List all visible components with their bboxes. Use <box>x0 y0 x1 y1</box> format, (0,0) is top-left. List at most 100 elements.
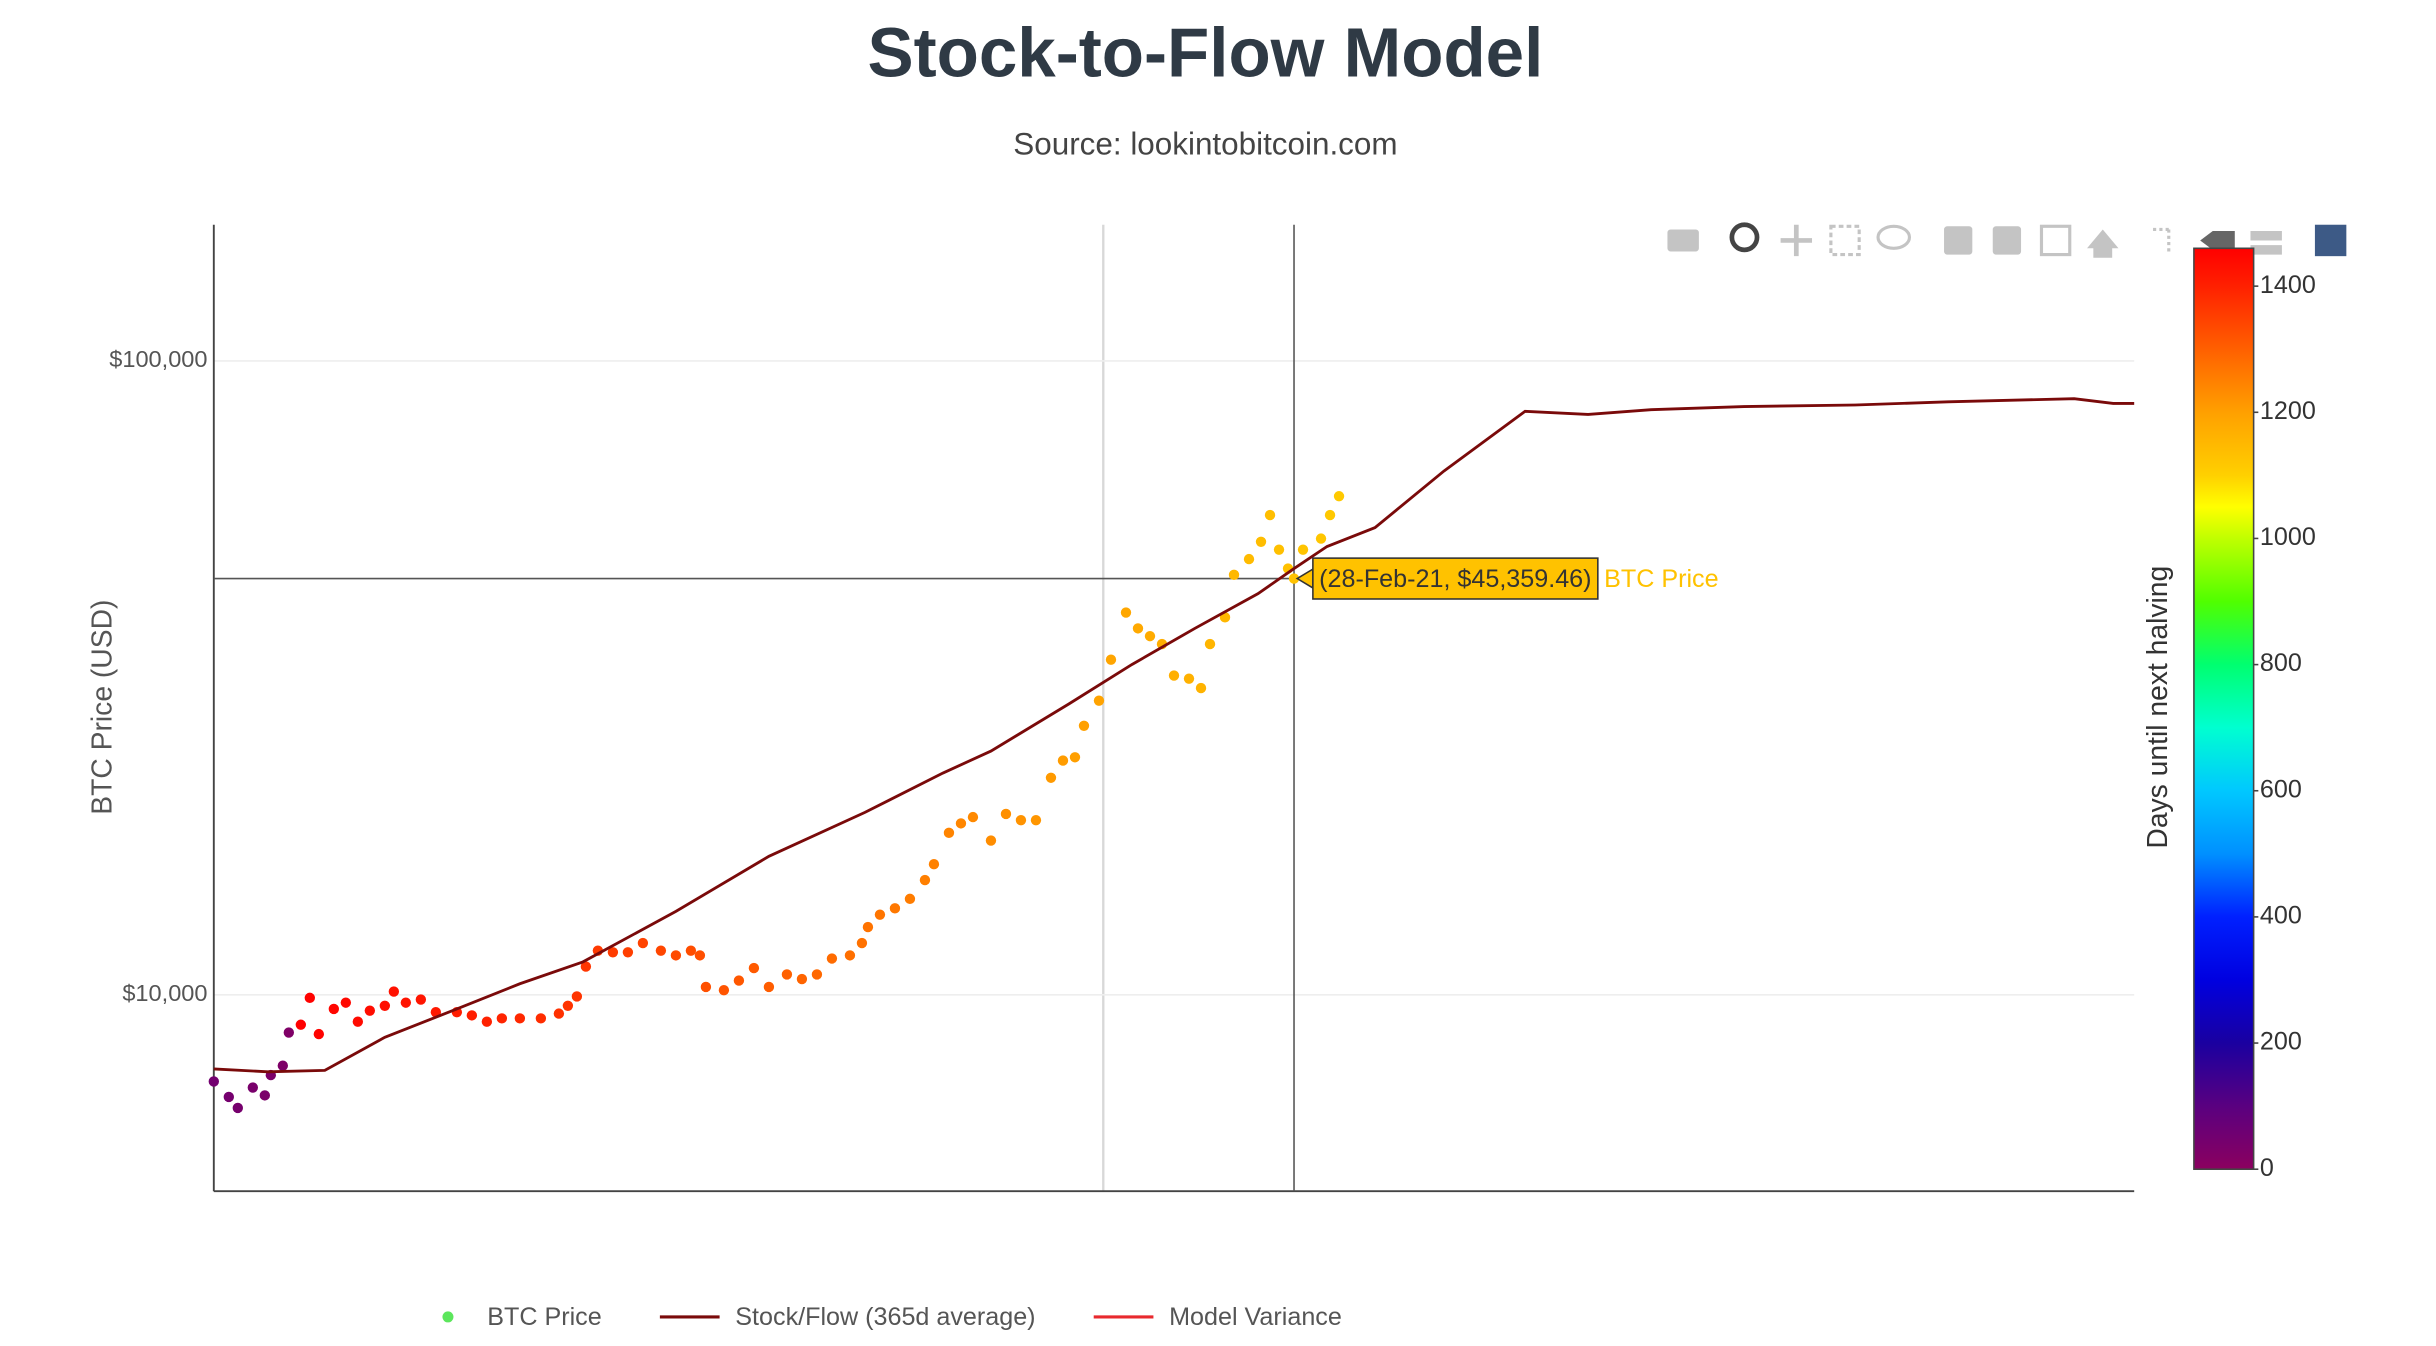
price-point <box>1204 638 1216 650</box>
price-point <box>571 991 583 1002</box>
spike-button[interactable] <box>2153 227 2172 252</box>
y-tick-label: $10,000 <box>122 980 207 1006</box>
hover-closest-button[interactable] <box>2200 231 2235 250</box>
hover-series-name: BTC Price <box>1604 565 1718 593</box>
colorbar-tick-label: 0 <box>2260 1154 2274 1182</box>
price-point <box>1105 654 1117 665</box>
legend-label: BTC Price <box>487 1303 601 1331</box>
price-point <box>943 827 955 839</box>
price-point <box>1000 808 1012 820</box>
price-point <box>811 969 823 980</box>
price-point <box>826 953 838 964</box>
legend-swatch <box>442 1311 454 1323</box>
price-point <box>1069 752 1081 763</box>
price-point <box>955 818 967 829</box>
price-point <box>718 984 730 996</box>
price-point <box>1132 623 1144 634</box>
price-point <box>481 1016 493 1027</box>
colorbar-tick-label: 800 <box>2260 649 2302 677</box>
chart-subtitle: Source: lookintobitcoin.com <box>1013 126 1397 161</box>
legend-item[interactable]: Model Variance <box>1093 1303 1342 1331</box>
price-point <box>685 945 697 956</box>
price-point <box>694 950 706 961</box>
hover-pointer <box>1295 567 1314 590</box>
price-point <box>1333 491 1345 502</box>
colorbar-tick-label: 1400 <box>2260 271 2316 299</box>
zoom-out-button[interactable] <box>1992 226 2022 255</box>
zoom-in-button[interactable] <box>1944 226 1973 255</box>
hover-compare-button[interactable] <box>2250 231 2282 255</box>
price-point <box>295 1019 307 1030</box>
price-point <box>232 1102 243 1114</box>
chart-title: Stock-to-Flow Model <box>868 13 1544 91</box>
price-point <box>580 961 592 972</box>
price-point <box>1015 814 1027 826</box>
price-point <box>856 937 868 949</box>
price-point <box>1078 720 1090 731</box>
price-point <box>607 947 619 958</box>
price-point <box>1144 630 1156 642</box>
toolbar <box>1667 222 2347 258</box>
colorbar <box>2193 247 2255 1170</box>
colorbar-tick-label: 200 <box>2260 1028 2302 1056</box>
zoom-button[interactable] <box>1729 222 1760 253</box>
hover-label: (28-Feb-21, $45,359.46) BTC Price <box>1295 557 1719 600</box>
camera-button[interactable] <box>1667 229 1699 252</box>
price-point <box>1264 509 1276 521</box>
price-point <box>1273 544 1285 555</box>
legend-item[interactable]: Stock/Flow (365d average) <box>659 1303 1036 1331</box>
legend-label: Stock/Flow (365d average) <box>735 1303 1035 1331</box>
price-point <box>985 835 997 846</box>
price-point <box>277 1060 289 1071</box>
price-point <box>1255 536 1267 547</box>
price-point <box>328 1003 340 1015</box>
price-point <box>304 992 316 1004</box>
autoscale-button[interactable] <box>2039 224 2072 257</box>
select-button[interactable] <box>1829 224 1861 257</box>
price-point <box>670 950 682 961</box>
price-point <box>763 981 775 993</box>
price-point <box>1195 682 1207 694</box>
price-point <box>1228 569 1240 581</box>
price-point <box>700 981 712 993</box>
price-point <box>340 997 352 1008</box>
price-point <box>844 950 856 961</box>
price-point <box>1057 755 1069 766</box>
price-point <box>637 937 649 949</box>
price-point <box>655 945 667 956</box>
price-point <box>1183 673 1195 684</box>
legend-item[interactable]: BTC Price <box>442 1303 602 1331</box>
price-point <box>1288 573 1300 584</box>
price-point <box>1243 553 1255 565</box>
price-point <box>379 1000 391 1011</box>
price-point <box>1324 509 1336 521</box>
price-point <box>313 1028 325 1040</box>
hover-box <box>1312 557 1599 600</box>
price-point <box>1120 607 1132 618</box>
logo-button[interactable] <box>2314 224 2347 257</box>
price-point <box>904 893 916 905</box>
price-point <box>553 1008 565 1019</box>
price-point <box>283 1027 295 1038</box>
colorbar-title: Days until next halving <box>2141 566 2173 849</box>
price-point <box>1297 544 1309 555</box>
reset-button[interactable] <box>2087 229 2119 258</box>
price-point <box>1045 772 1057 783</box>
lasso-button[interactable] <box>1876 224 1912 250</box>
price-point <box>415 994 427 1005</box>
price-point <box>562 1000 574 1011</box>
price-point <box>1030 814 1042 826</box>
price-point <box>967 811 979 823</box>
colorbar-tick-label: 400 <box>2260 902 2302 930</box>
price-point <box>352 1016 364 1027</box>
price-point <box>796 973 808 985</box>
colorbar-tick-label: 600 <box>2260 775 2302 803</box>
price-point <box>400 997 412 1008</box>
price-point <box>388 986 400 997</box>
y-tick-label: $100,000 <box>109 346 207 372</box>
price-point <box>1315 533 1327 544</box>
price-point <box>622 947 634 958</box>
pan-button[interactable] <box>1780 224 1813 257</box>
price-point <box>1093 695 1105 706</box>
